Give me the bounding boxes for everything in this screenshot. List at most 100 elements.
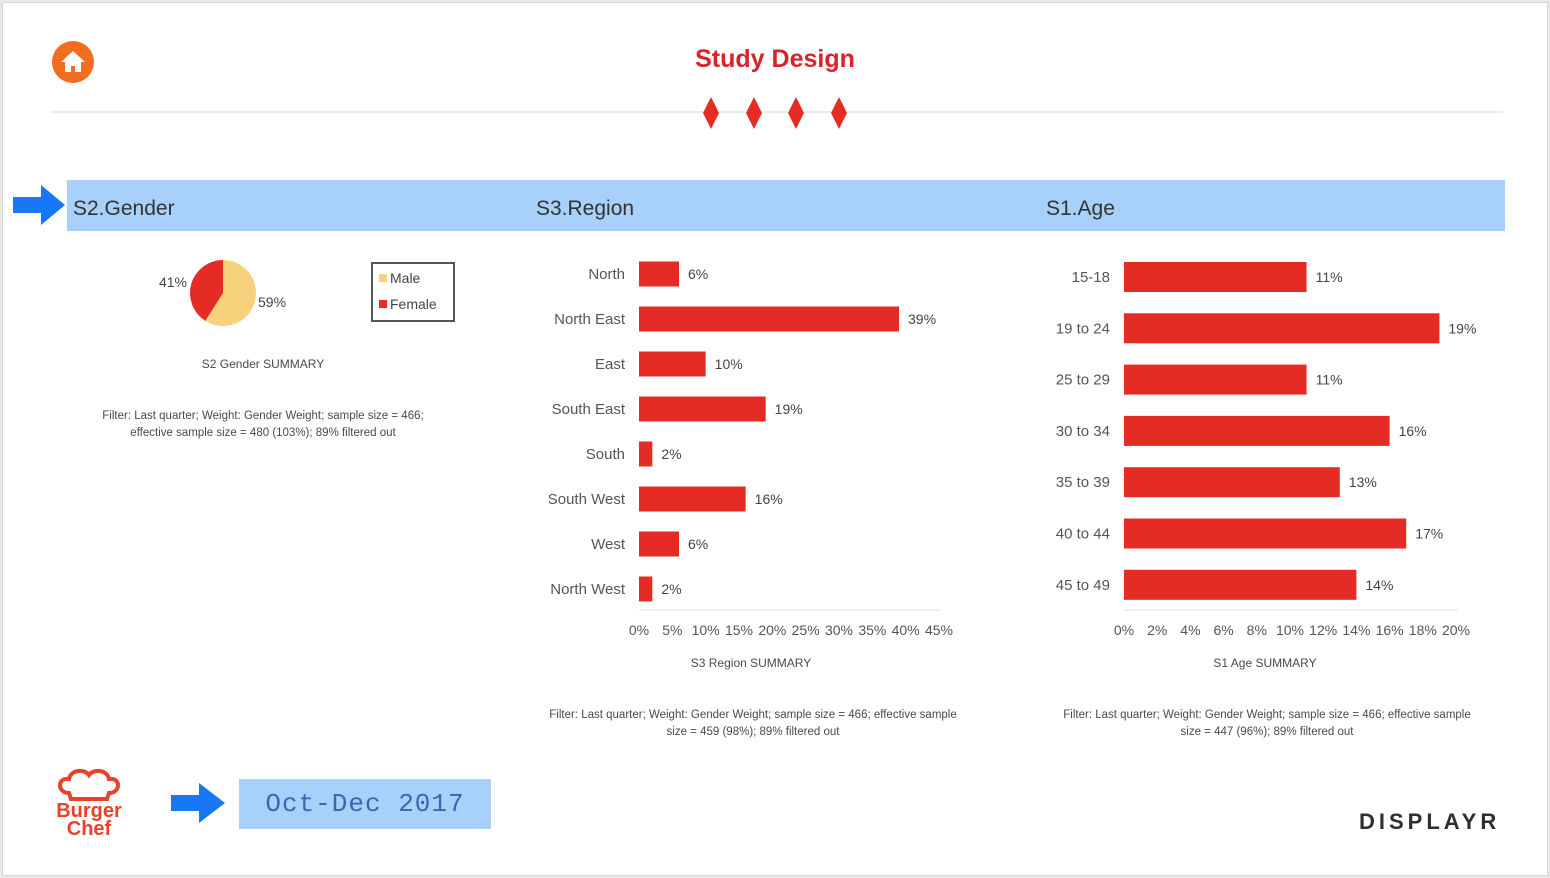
category-label-west: West [591, 536, 626, 553]
svg-text:Burger: Burger [56, 800, 122, 822]
category-label-30-to-34: 30 to 34 [1056, 423, 1110, 440]
x-tick-label: 15% [725, 622, 753, 638]
pie-slice-male [205, 260, 256, 326]
x-tick-label: 18% [1409, 622, 1437, 638]
diamond-icon [703, 97, 719, 129]
data-label-45-to-49: 14% [1365, 577, 1393, 593]
x-tick-label: 10% [692, 622, 720, 638]
data-label-south-east: 19% [775, 401, 803, 417]
category-label-15-18: 15-18 [1072, 269, 1110, 286]
pie-label-male: 59% [258, 294, 286, 310]
category-label-south-west: South West [548, 491, 626, 508]
section-header-band [67, 180, 1505, 231]
data-label-19-to-24: 19% [1448, 320, 1476, 336]
date-range-label: Oct-Dec 2017 [239, 779, 491, 829]
bar-35-to-39 [1124, 467, 1340, 498]
data-label-north: 6% [688, 266, 708, 282]
bar-north [639, 261, 679, 287]
x-tick-label: 20% [1442, 622, 1470, 638]
burger-chef-logo: Burger Chef [56, 768, 122, 840]
category-label-19-to-24: 19 to 24 [1056, 320, 1110, 337]
legend-item-female: Female [379, 296, 437, 312]
bar-east [639, 351, 706, 377]
x-tick-label: 0% [629, 622, 649, 638]
category-label-35-to-39: 35 to 39 [1056, 474, 1110, 491]
legend-swatch-female [379, 300, 387, 308]
category-label-north-east: North East [554, 311, 626, 328]
region-summary-label: S3 Region SUMMARY [690, 656, 812, 670]
diamond-ornament [703, 97, 847, 129]
x-tick-label: 14% [1342, 622, 1370, 638]
arrow-right-icon [171, 783, 225, 823]
bar-west [639, 531, 679, 557]
category-label-45-to-49: 45 to 49 [1056, 577, 1110, 594]
category-label-east: East [595, 356, 626, 373]
arrow-right-icon [13, 185, 65, 225]
home-button[interactable] [52, 41, 94, 83]
svg-text:Chef: Chef [67, 818, 112, 840]
bar-south [639, 441, 653, 467]
x-tick-label: 0% [1114, 622, 1134, 638]
x-tick-label: 2% [1147, 622, 1167, 638]
diamond-icon [788, 97, 804, 129]
gender-legend: Male Female [371, 262, 455, 322]
data-label-40-to-44: 17% [1415, 526, 1443, 542]
category-label-40-to-44: 40 to 44 [1056, 526, 1110, 543]
x-tick-label: 20% [758, 622, 786, 638]
home-icon [61, 51, 85, 72]
page-title: Study Design [695, 45, 855, 73]
age-filter-note: Filter: Last quarter; Weight: Gender Wei… [1063, 709, 1471, 738]
x-tick-label: 30% [825, 622, 853, 638]
category-label-north: North [588, 266, 625, 283]
pie-label-female: 41% [159, 274, 187, 290]
bar-25-to-29 [1124, 364, 1307, 395]
x-tick-label: 35% [858, 622, 886, 638]
region-bar-chart: North 6% North East 39% East 10% South East 19%… [548, 261, 953, 638]
data-label-south-west: 16% [755, 491, 783, 507]
section-title-age: S1.Age [1046, 197, 1115, 220]
data-label-west: 6% [688, 536, 708, 552]
x-tick-label: 16% [1376, 622, 1404, 638]
bar-45-to-49 [1124, 569, 1357, 600]
x-tick-label: 12% [1309, 622, 1337, 638]
diamond-icon [831, 97, 847, 129]
bar-15-18 [1124, 262, 1307, 292]
gender-pie-chart: 59% 41% [159, 260, 286, 326]
title-divider [51, 111, 1503, 113]
bar-south-east [639, 396, 766, 422]
data-label-35-to-39: 13% [1349, 474, 1377, 490]
data-label-north-west: 2% [661, 581, 681, 597]
data-label-15-18: 11% [1316, 269, 1343, 285]
age-summary-label: S1 Age SUMMARY [1213, 656, 1317, 670]
bar-south-west [639, 486, 746, 512]
x-tick-label: 6% [1213, 622, 1233, 638]
category-label-north-west: North West [550, 581, 626, 598]
bar-north-east [639, 306, 899, 332]
region-filter-note: Filter: Last quarter; Weight: Gender Wei… [549, 709, 957, 738]
x-tick-label: 25% [792, 622, 820, 638]
x-tick-label: 40% [892, 622, 920, 638]
diamond-icon [746, 97, 762, 129]
data-label-east: 10% [715, 356, 743, 372]
gender-filter-note: Filter: Last quarter; Weight: Gender Wei… [102, 410, 424, 439]
x-tick-label: 4% [1180, 622, 1200, 638]
section-title-gender: S2.Gender [73, 197, 175, 220]
bar-40-to-44 [1124, 518, 1407, 549]
x-tick-label: 45% [925, 622, 953, 638]
bar-north-west [639, 576, 653, 602]
legend-item-male: Male [379, 270, 420, 286]
category-label-south-east: South East [552, 401, 626, 418]
section-title-region: S3.Region [536, 197, 635, 220]
data-label-south: 2% [661, 446, 681, 462]
bar-30-to-34 [1124, 415, 1390, 446]
x-tick-label: 10% [1276, 622, 1304, 638]
x-tick-label: 5% [662, 622, 682, 638]
category-label-25-to-29: 25 to 29 [1056, 372, 1110, 389]
category-label-south: South [586, 446, 625, 463]
displayr-logo: DISPLAYR [1359, 809, 1501, 834]
gender-summary-label: S2 Gender SUMMARY [201, 357, 325, 371]
legend-swatch-male [379, 274, 387, 282]
bar-19-to-24 [1124, 313, 1440, 344]
data-label-30-to-34: 16% [1399, 423, 1427, 439]
